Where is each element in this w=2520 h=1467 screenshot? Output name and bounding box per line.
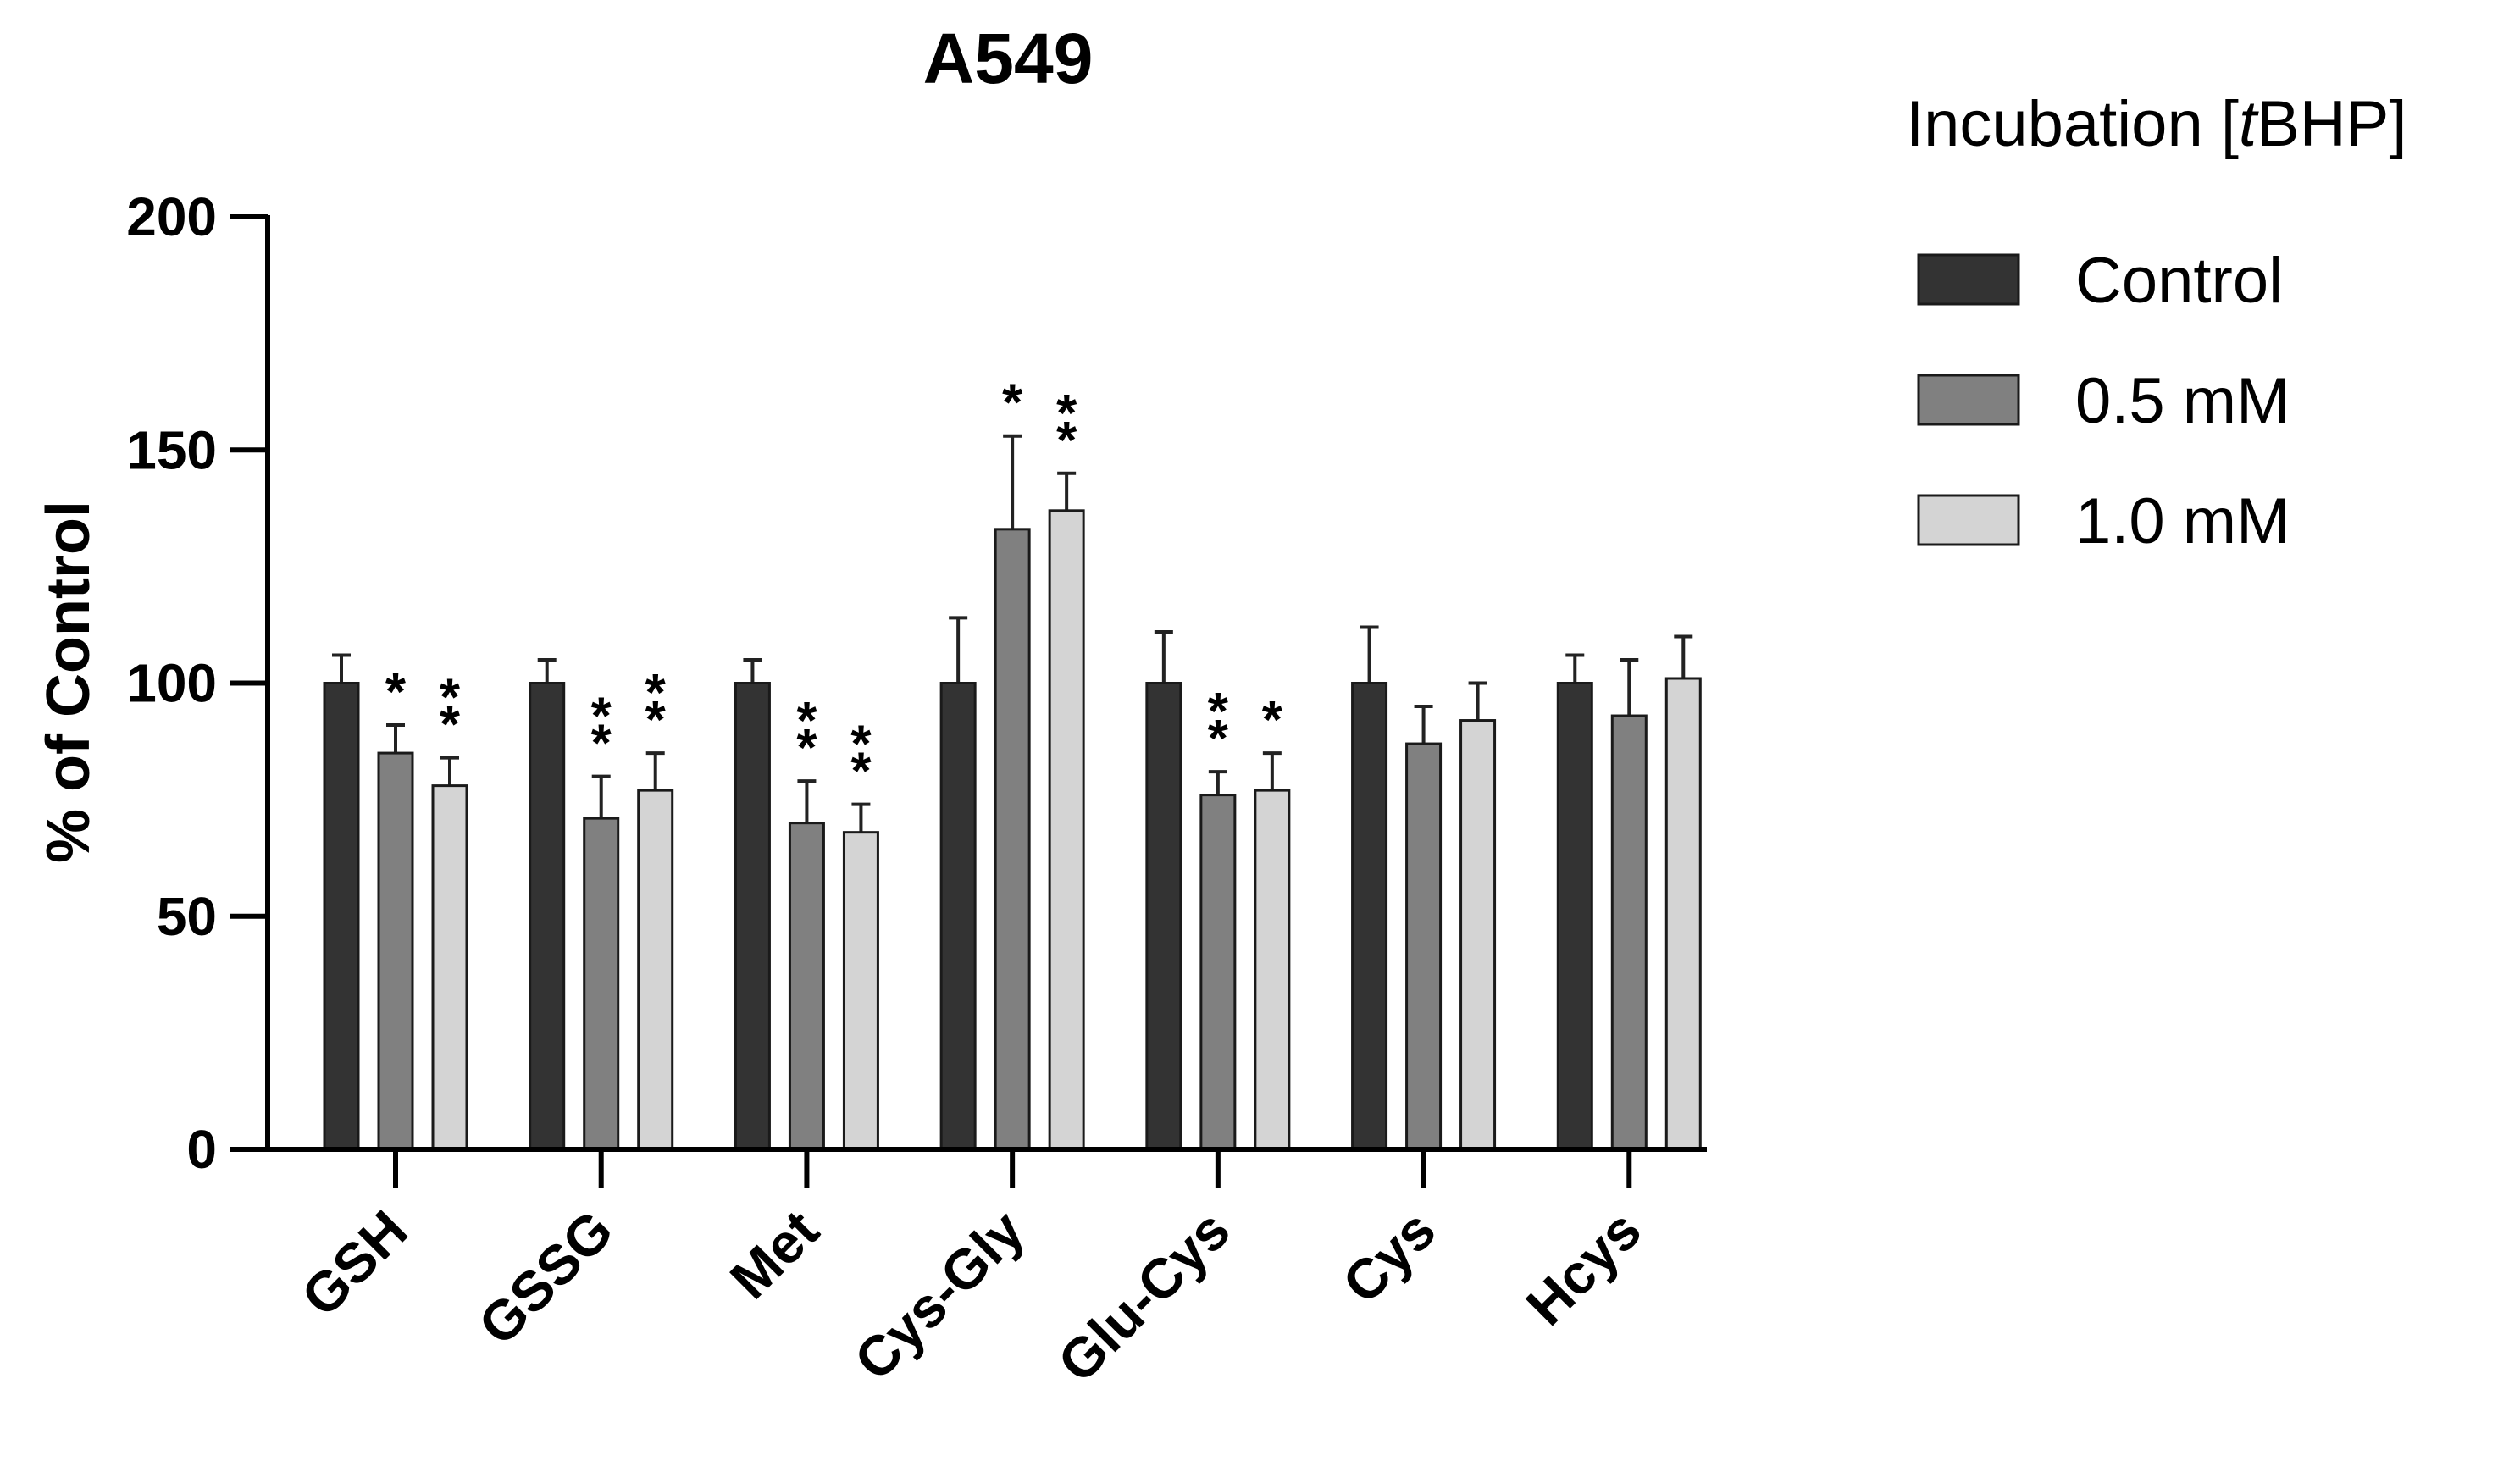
- bar-hcys-3: [1664, 677, 1702, 1151]
- bar-gsh-1: [323, 682, 360, 1151]
- significance-mark: *: [1208, 683, 1229, 741]
- bar-cys-2: [1405, 742, 1443, 1151]
- x-tick-label: Met: [718, 1199, 831, 1311]
- bar-glu-cys-1: [1145, 682, 1182, 1151]
- x-tick-label: Cys-Gly: [842, 1198, 1036, 1392]
- legend-label-2: 0.5 mM: [2075, 365, 2290, 437]
- x-tick-label: GSSG: [466, 1199, 624, 1357]
- significance-mark: *: [591, 715, 612, 773]
- bar-cys-1: [1351, 682, 1388, 1151]
- significance-mark: *: [1002, 374, 1023, 433]
- legend-title-prefix: Incubation [: [1906, 88, 2239, 160]
- bar-met-2: [788, 822, 825, 1151]
- bar-hcys-1: [1556, 682, 1593, 1151]
- x-tick-label: Hcys: [1514, 1199, 1653, 1337]
- bars-layer: ***** *********** *: [323, 374, 1702, 1151]
- significance-mark: *: [1056, 385, 1077, 443]
- bar-cys-3: [1459, 719, 1497, 1151]
- y-tick-label: 100: [126, 653, 217, 714]
- significance-mark: *: [440, 669, 461, 728]
- x-tick-label: Cys: [1331, 1199, 1448, 1315]
- bar-cys-gly-1: [939, 682, 977, 1151]
- y-tick-label: 200: [126, 186, 217, 247]
- legend-label-1: Control: [2075, 245, 2283, 317]
- significance-mark: *: [850, 716, 872, 774]
- bar-cys-gly-2: [994, 528, 1031, 1151]
- significance-mark: *: [1056, 412, 1077, 470]
- legend-swatch-3: [1917, 494, 2020, 546]
- x-tick-label: Glu-Cys: [1045, 1199, 1241, 1394]
- significance-mark: *: [1262, 691, 1283, 750]
- x-tick-label: GSH: [289, 1199, 418, 1328]
- significance-mark: *: [1208, 710, 1229, 768]
- legend-title-suffix: BHP]: [2257, 88, 2406, 160]
- legend-swatch-2: [1917, 374, 2020, 426]
- bar-gsh-2: [377, 751, 414, 1151]
- significance-mark: *: [645, 664, 667, 722]
- bar-met-3: [842, 831, 879, 1151]
- bar-gssg-2: [583, 817, 620, 1151]
- y-tick-label: 150: [126, 419, 217, 480]
- legend-swatch-1: [1917, 253, 2020, 306]
- legend-title: Incubation [tBHP]: [1906, 88, 2406, 160]
- y-tick-label: 0: [186, 1119, 217, 1180]
- legend: Incubation [tBHP] Control 0.5 mM 1.0 mM: [1906, 88, 2406, 557]
- significance-mark: *: [645, 691, 667, 750]
- significance-mark: *: [591, 688, 612, 746]
- bar-hcys-2: [1610, 714, 1648, 1151]
- bar-cys-gly-3: [1048, 509, 1085, 1151]
- significance-mark: *: [850, 743, 872, 801]
- bar-gsh-3: [431, 784, 468, 1151]
- bar-glu-cys-3: [1254, 789, 1291, 1151]
- chart-title: A549: [923, 19, 1094, 98]
- significance-mark: *: [796, 719, 817, 778]
- bar-gssg-3: [637, 789, 674, 1151]
- bar-gssg-1: [529, 682, 566, 1151]
- y-tick-label: 50: [157, 886, 217, 947]
- legend-title-italic: t: [2239, 88, 2259, 160]
- bar-glu-cys-2: [1199, 794, 1237, 1151]
- significance-mark: *: [385, 663, 407, 722]
- significance-mark: *: [440, 696, 461, 755]
- significance-mark: *: [796, 692, 817, 750]
- bar-met-1: [734, 682, 771, 1151]
- y-axis-label: % of Control: [35, 501, 102, 863]
- legend-label-3: 1.0 mM: [2075, 485, 2290, 557]
